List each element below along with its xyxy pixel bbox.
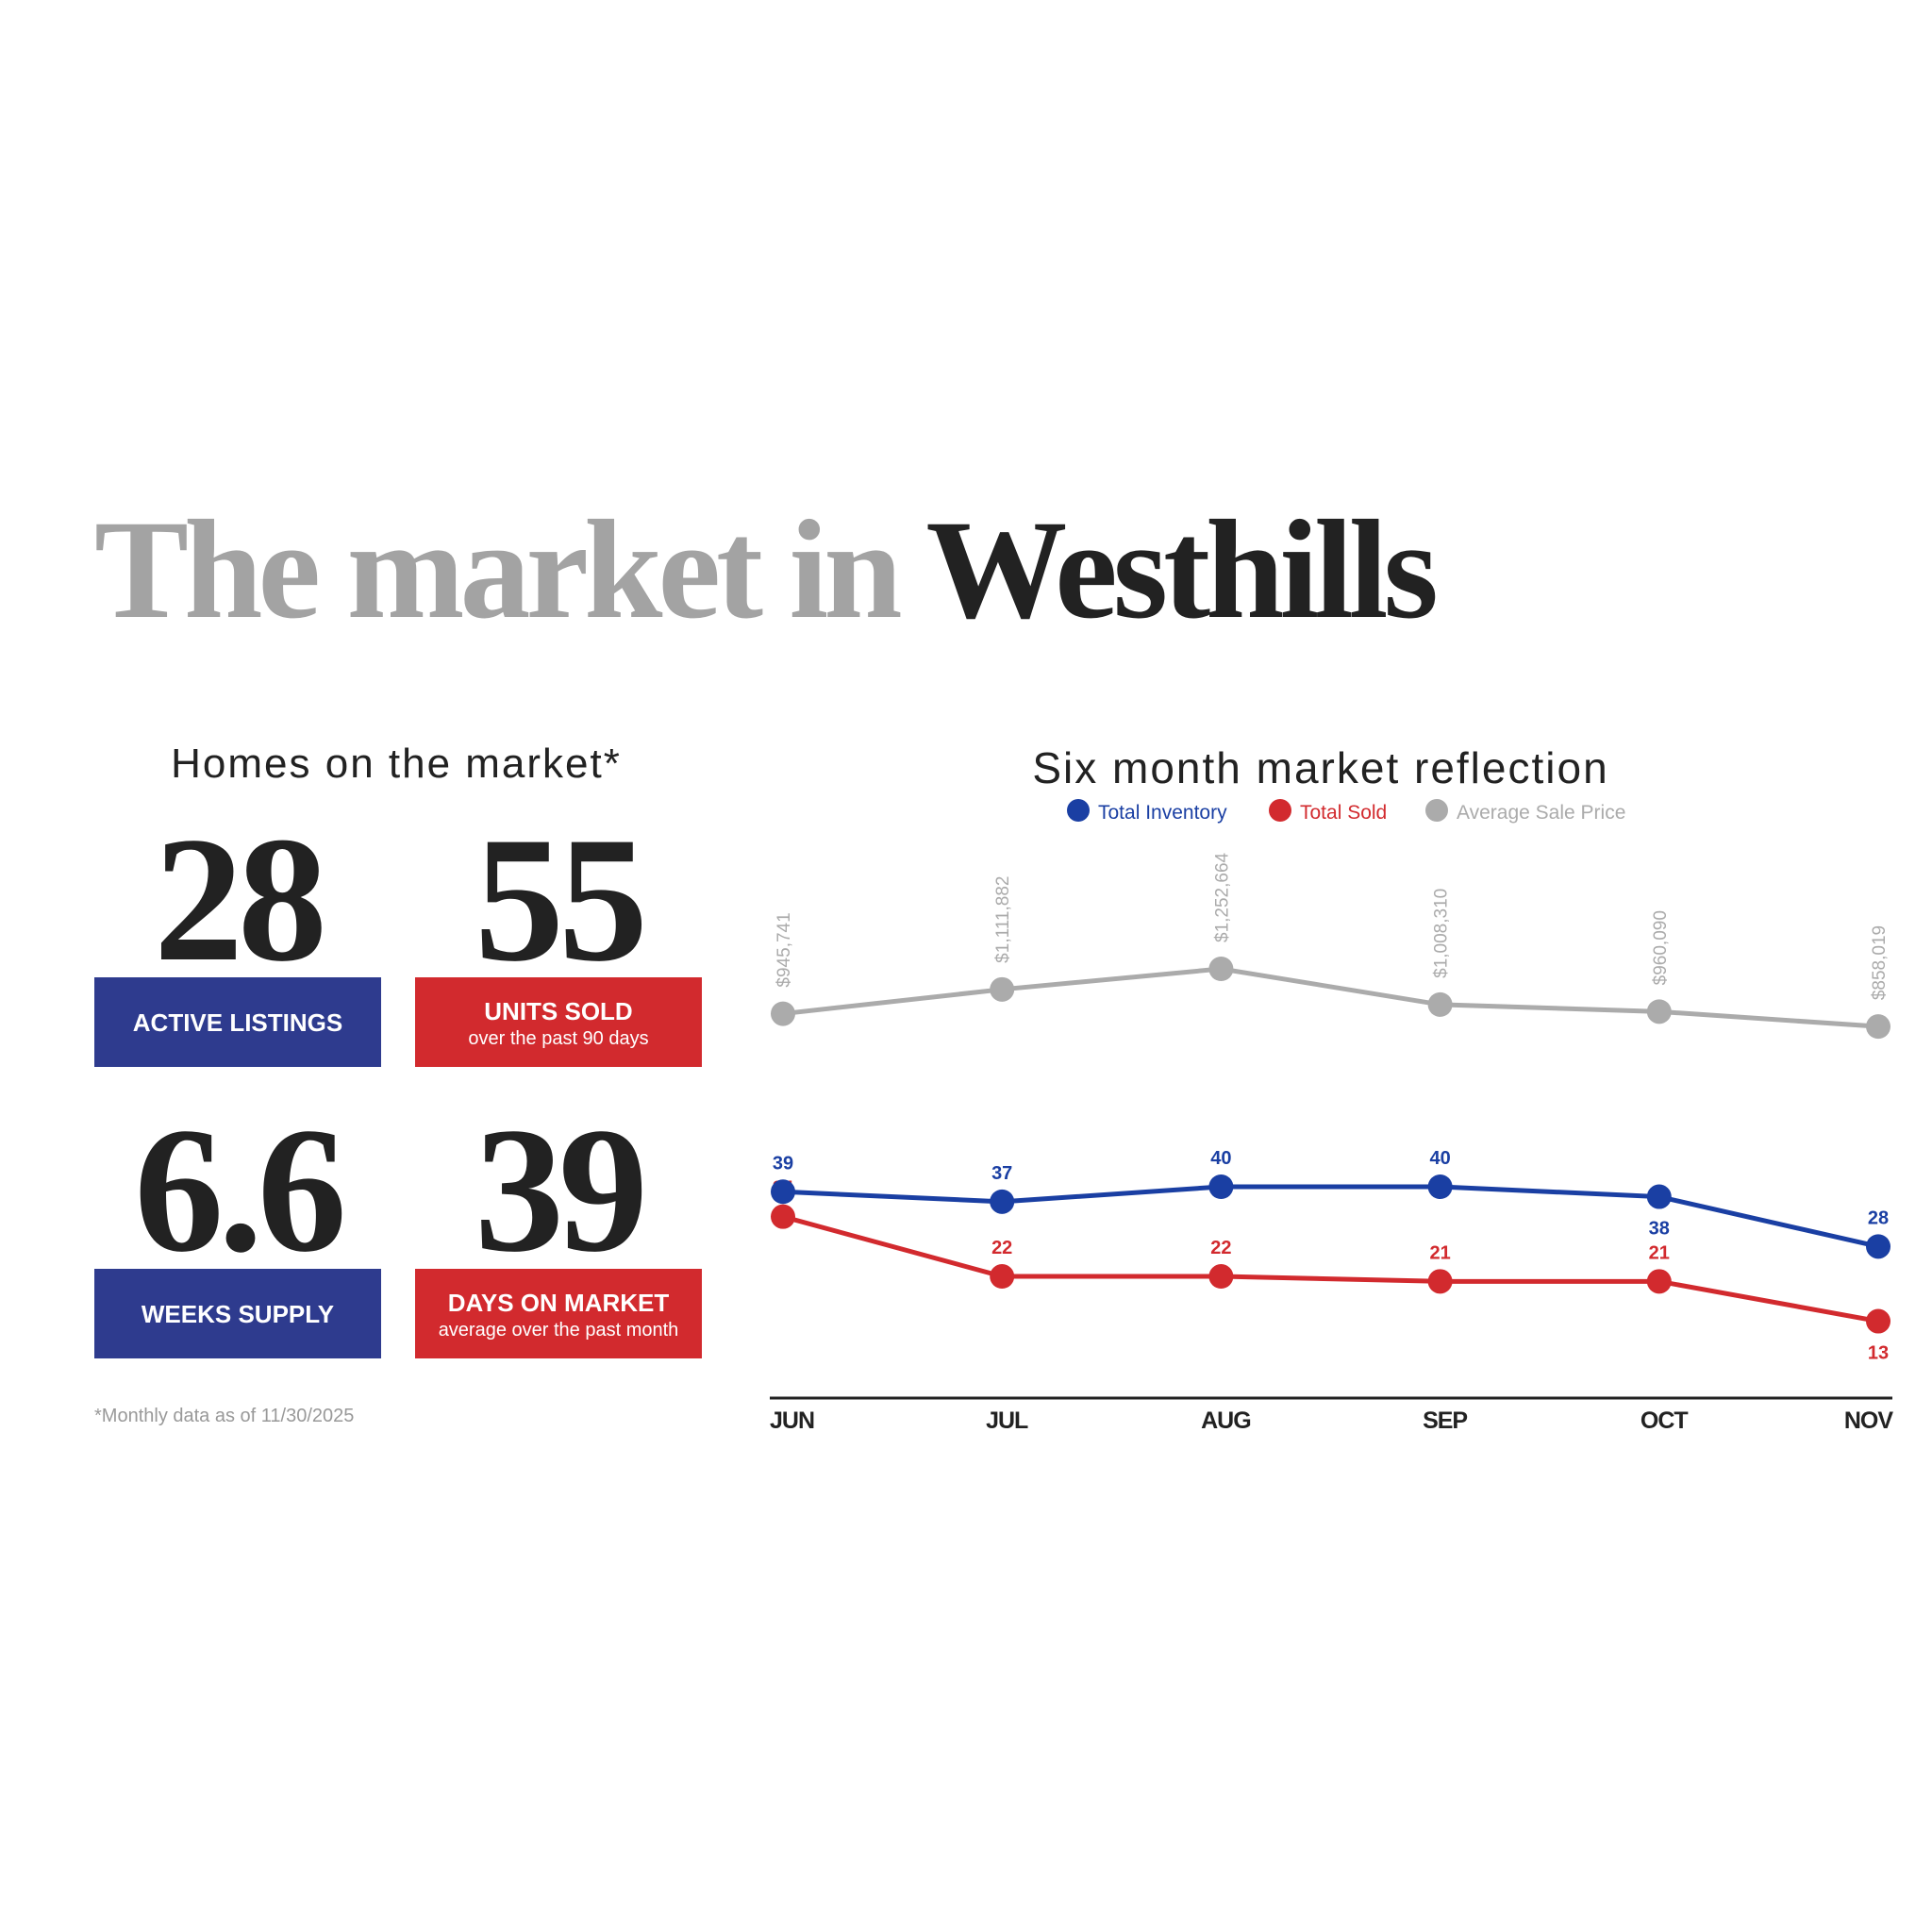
data-point: [990, 976, 1015, 1002]
data-point: [990, 1189, 1015, 1214]
title-part1: The market in: [94, 491, 901, 648]
data-label: 40: [1210, 1148, 1231, 1169]
stat-box: [415, 1269, 702, 1358]
stat-value: 39: [475, 1091, 642, 1290]
data-point: [771, 1001, 795, 1026]
stat-sublabel: over the past 90 days: [468, 1028, 648, 1049]
data-label: 21: [1429, 1242, 1450, 1263]
stat-box: [94, 1269, 381, 1358]
stats-title: Homes on the market*: [171, 741, 622, 787]
x-tick-label: SEP: [1423, 1407, 1467, 1434]
x-tick-label: AUG: [1201, 1407, 1251, 1434]
stat-sublabel: average over the past month: [439, 1320, 679, 1341]
legend-label: Total Sold: [1300, 802, 1387, 824]
page-title: The market in Westhills: [94, 491, 1436, 648]
data-label: 13: [1868, 1343, 1889, 1364]
footnote: *Monthly data as of 11/30/2025: [94, 1406, 354, 1426]
data-point: [1866, 1234, 1890, 1259]
data-point: [1866, 1014, 1890, 1040]
data-label: $858,019: [1870, 925, 1890, 1000]
data-label: 21: [1649, 1242, 1670, 1263]
data-point: [1208, 1264, 1234, 1290]
x-tick-label: JUL: [986, 1407, 1028, 1434]
x-tick-label: JUN: [770, 1407, 814, 1434]
stat-box: [415, 977, 702, 1067]
x-tick-label: NOV: [1844, 1407, 1894, 1434]
legend-marker: [1269, 799, 1291, 822]
data-label: 22: [1210, 1238, 1231, 1258]
data-label: $960,090: [1651, 910, 1671, 985]
data-label: $1,252,664: [1212, 852, 1232, 942]
data-point: [1427, 1269, 1453, 1294]
stat-label: DAYS ON MARKET: [448, 1289, 670, 1317]
data-label: $945,741: [774, 912, 794, 987]
data-label: 39: [773, 1153, 793, 1174]
data-label: 37: [991, 1163, 1012, 1184]
data-point: [771, 1204, 795, 1229]
title-part2: Westhills: [925, 491, 1435, 648]
legend-label: Average Sale Price: [1457, 802, 1625, 824]
data-point: [1427, 991, 1453, 1017]
stat-box: [94, 977, 381, 1067]
data-point: [1208, 1174, 1234, 1199]
data-point: [1208, 957, 1234, 981]
data-label: 40: [1429, 1148, 1450, 1169]
data-label: 28: [1868, 1208, 1889, 1228]
stat-label: WEEKS SUPPLY: [142, 1300, 334, 1328]
series-line: [782, 1184, 1879, 1249]
data-point: [1866, 1308, 1890, 1334]
data-point: [1646, 999, 1672, 1024]
series-line: [782, 1214, 1879, 1324]
data-label: $1,111,882: [993, 876, 1013, 963]
data-point: [1646, 1269, 1672, 1294]
legend-label: Total Inventory: [1098, 802, 1227, 824]
stat-value: 6.6: [134, 1091, 342, 1290]
legend-marker: [1067, 799, 1090, 822]
legend-marker: [1425, 799, 1448, 822]
series-line: [782, 966, 1879, 1029]
data-point: [990, 1264, 1015, 1290]
chart-title: Six month market reflection: [1032, 743, 1608, 792]
data-label: $1,008,310: [1432, 889, 1452, 978]
stat-label: ACTIVE LISTINGS: [133, 1008, 342, 1037]
data-point: [1646, 1184, 1672, 1209]
stat-value: 28: [154, 801, 322, 999]
x-tick-label: OCT: [1641, 1407, 1689, 1434]
stat-value: 55: [475, 801, 642, 999]
data-label: 38: [1649, 1219, 1670, 1240]
data-point: [771, 1179, 795, 1205]
data-point: [1427, 1174, 1453, 1199]
data-label: 22: [991, 1238, 1012, 1258]
stat-label: UNITS SOLD: [484, 997, 632, 1025]
